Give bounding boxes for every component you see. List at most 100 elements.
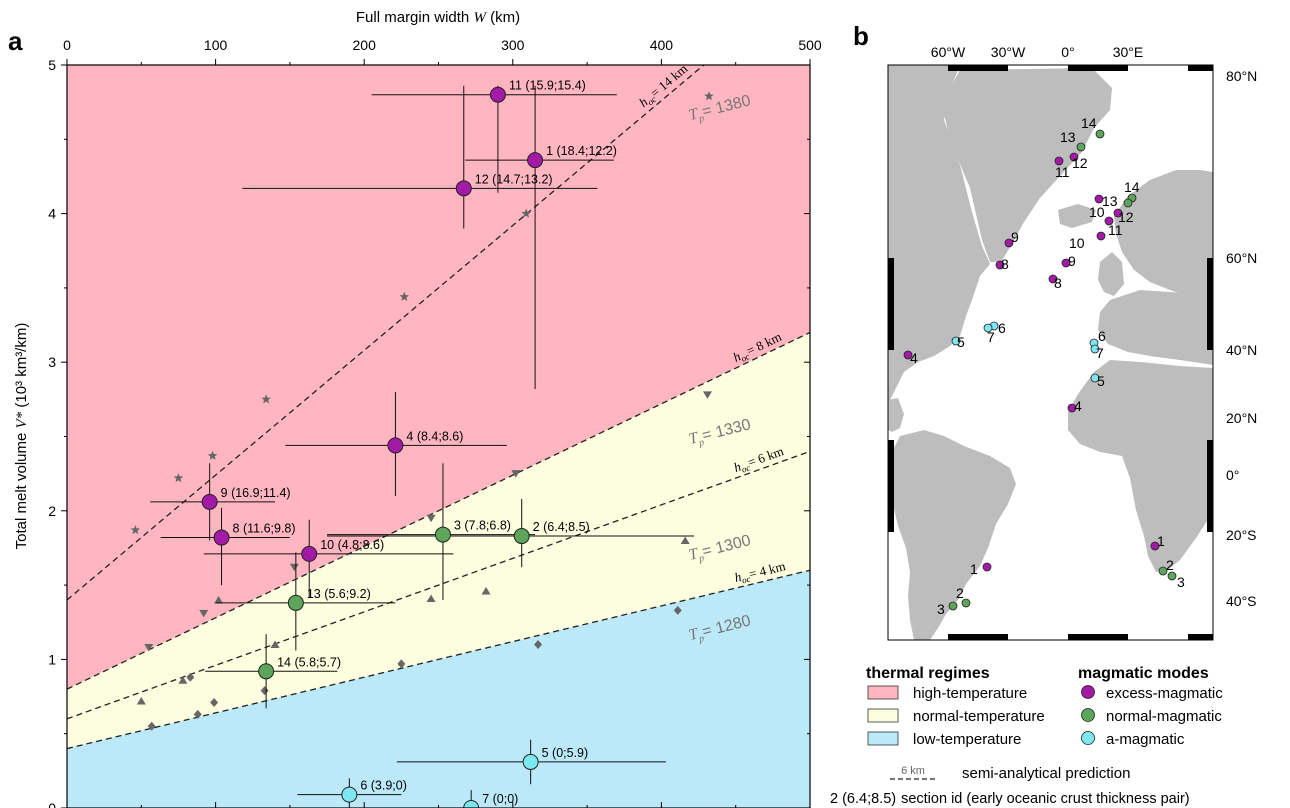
map-site-dot [995,260,1005,270]
panel-b-label: b [853,21,869,51]
x-tick-label: 300 [501,37,525,53]
point-label: 12 (14.7;13.2) [475,172,553,186]
map-site-label: 8 [1054,275,1062,291]
map-site-dot [948,601,958,611]
legend-item-normal: normal-temperature [913,708,1045,725]
legend-item-high: high-temperature [913,685,1027,702]
prediction-up-triangle [178,676,188,684]
prediction-line [67,569,810,750]
legend-thermal-title: thermal regimes [866,665,990,682]
map-site-dot [1167,571,1177,581]
data-point [387,437,404,454]
y-axis: 0 1 2 3 4 5 [48,57,810,808]
x-tick-label: 100 [204,37,228,53]
map-site-dot [1094,194,1104,204]
prediction-down-triangle [144,644,154,652]
data-point [213,529,230,546]
map-site-label: 11 [1055,164,1070,180]
point-label: 11 (15.9;15.4) [509,79,586,93]
prediction-down-triangle [702,391,712,399]
map-site-label: 10 [1069,235,1085,251]
map-site-label: 12 [1118,209,1134,225]
prediction-diamond [534,640,543,650]
thermal-regime-areas [67,65,810,808]
prediction-line [67,65,705,601]
y-tick-label: 1 [48,651,56,667]
map-site-label: 4 [910,350,918,366]
map-site-label: 9 [1068,253,1076,269]
map-site-dot [1096,231,1106,241]
prediction-up-triangle [426,594,436,602]
prediction-up-triangle [136,697,146,705]
point-label: 14 (5.8;5.7) [277,655,341,669]
prediction-up-triangle [481,587,491,595]
greenland-shape [944,68,1112,262]
point-labels: 11 (15.9;15.4) 1 (18.4;12.2) 12 (14.7;13.2… [221,79,617,806]
point-label: 6 (3.9;0) [360,779,407,793]
map-site-dot [1095,129,1105,139]
data-point [527,152,544,169]
x-tick-label: 400 [650,37,674,53]
map-site-dot [1090,373,1100,383]
data-point [522,753,539,770]
map-site-dot [1054,156,1064,166]
map-site-label: 11 [1108,222,1123,238]
map-site-label: 3 [937,601,945,617]
legend-prediction-sample: 6 km [901,765,925,777]
map-lat-label: 20°N [1226,410,1257,426]
point-label: 1 (18.4;12.2) [546,144,617,158]
prediction-up-triangle [214,595,224,604]
map-site-dot [1113,208,1123,218]
x-axis-label: Full margin width W (km) [356,9,520,26]
map-site-label: 5 [1097,373,1105,389]
data-point [434,526,451,543]
prediction-down-triangle [289,563,299,572]
legend-item-normal-magmatic: normal-magmatic [1106,708,1222,725]
prediction-star [261,394,271,404]
point-label: 2 (6.4;8.5) [533,520,590,534]
data-point [455,180,472,197]
legend-marker-amagmatic [1081,731,1095,745]
map-frame [887,64,1214,641]
data-point [287,594,304,611]
legend-marker-normal [1081,708,1095,722]
map-site-dot [1061,258,1071,268]
x-tick-label: 0 [63,37,71,53]
map-site-dot [983,323,993,333]
map-site-label: 10 [1089,204,1105,220]
x-tick-label: 200 [353,37,377,53]
prediction-markers [130,91,714,731]
y-tick-label: 3 [48,354,56,370]
data-point [463,800,480,808]
point-label: 5 (0;5.9) [542,746,589,760]
map-site-dot [951,336,961,346]
point-label: 8 (11.6;9.8) [233,522,296,536]
south-america-shape [890,430,1016,640]
panel-a-label: a [8,26,23,56]
low-temperature-area [67,570,810,808]
site-map: 60°W 30°W 0° 30°E 80°N 60°N 40°N 20°N 0° 20°S 40°S… [887,44,1257,641]
map-site-dot [1076,142,1086,152]
map-site-dot [961,598,971,608]
prediction-star [521,208,531,218]
scandinavia-shape [1114,170,1213,300]
prediction-star [399,291,410,301]
point-label: 10 (4.8;8.6) [320,538,384,552]
map-site-dot [1069,152,1079,162]
point-label: 9 (16.9;11.4) [221,486,291,500]
prediction-star [207,450,218,460]
map-site-dot [1004,238,1014,248]
prediction-star [130,525,141,535]
legend-marker-excess [1081,685,1095,699]
map-site-dot [1067,403,1077,413]
data-point [201,493,218,510]
map-site-dot [1104,216,1114,226]
map-site-label: 3 [1177,574,1185,590]
map-site-dot [1090,344,1100,354]
prediction-diamond [210,697,219,707]
prediction-diamond [186,672,195,682]
y-tick-label: 2 [48,503,56,519]
legend-swatch-normal [867,708,899,723]
data-point [301,545,318,562]
